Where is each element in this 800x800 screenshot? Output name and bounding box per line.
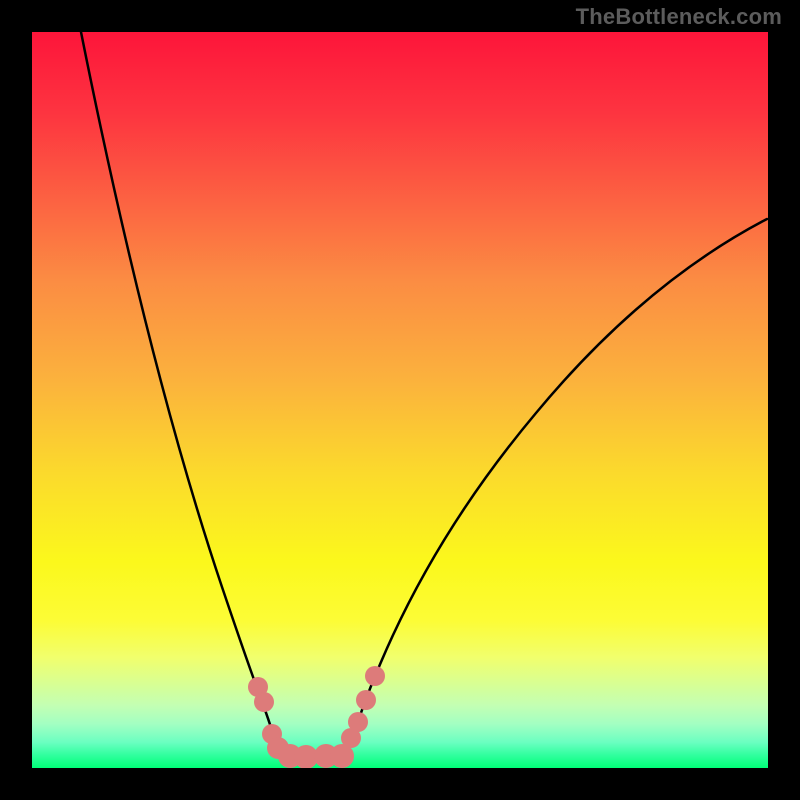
v-curve-right <box>345 219 767 756</box>
plot-area <box>32 32 768 768</box>
v-curve-left <box>81 32 278 750</box>
data-marker <box>348 712 368 732</box>
watermark-text: TheBottleneck.com <box>576 4 782 30</box>
data-marker <box>356 690 376 710</box>
chart-frame: TheBottleneck.com <box>0 0 800 800</box>
data-marker <box>365 666 385 686</box>
data-marker <box>254 692 274 712</box>
curve-layer <box>32 32 768 768</box>
